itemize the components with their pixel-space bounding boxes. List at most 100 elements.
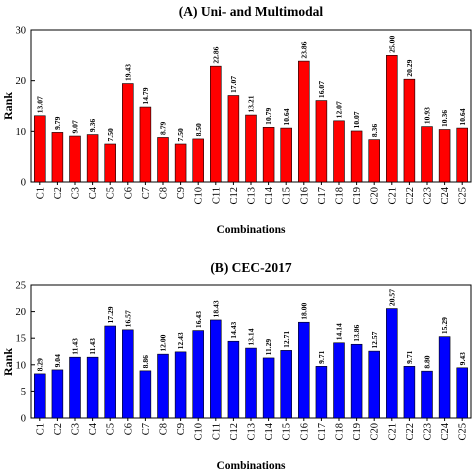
panel-b-bar (192, 330, 204, 419)
panel-a-data-label: 23.86 (299, 41, 308, 58)
panel-a-x-tick-label: C21 (387, 187, 398, 205)
panel-a-data-label: 13.21 (247, 95, 256, 112)
panel-b-bar (122, 329, 134, 419)
panel-a-x-tick-label: C12 (229, 187, 240, 205)
panel-b-bar (456, 367, 468, 419)
panel-b-x-tick-label: C19 (352, 423, 363, 441)
panel-a-x-tick-label: C3 (71, 187, 82, 199)
panel-a-bar (421, 126, 433, 183)
panel-a-y-tick-label: 10 (16, 127, 27, 138)
panel-b-x-axis-label: Combinations (216, 460, 286, 472)
panel-b-x-tick-label: C8 (159, 423, 170, 435)
panel-b-data-label: 16.57 (123, 310, 132, 327)
panel-a-data-label: 20.29 (405, 59, 414, 76)
panel-b-x-tick-label: C13 (247, 423, 258, 441)
panel-a-bar (157, 137, 169, 183)
panel-a-x-tick-label: C25 (458, 187, 469, 205)
panel-a-data-label: 7.50 (106, 128, 115, 141)
panel-b-data-label: 11.43 (71, 338, 80, 355)
panel-a-x-tick-label: C14 (264, 186, 275, 204)
panel-a-x-tick-label: C19 (352, 187, 363, 205)
panel-b-bar (104, 325, 116, 419)
panel-b-data-label: 9.71 (317, 350, 326, 363)
panel-b-data-label: 9.04 (53, 354, 62, 367)
panel-a-bar (174, 143, 187, 183)
panel-a-bar (51, 132, 64, 183)
panel-a-x-axis-label: Combinations (216, 224, 286, 236)
panel-a-bar (192, 138, 204, 183)
panel-b-bar (69, 356, 81, 419)
panel-b-x-tick-label: C2 (53, 423, 64, 435)
panel-b-data-label: 8.80 (423, 355, 432, 368)
panel-a-x-tick-label: C23 (423, 187, 434, 205)
panel-a-x-tick-label: C16 (299, 187, 310, 205)
panel-b-x-tick-label: C7 (141, 423, 152, 435)
panel-a-data-label: 12.07 (335, 101, 344, 118)
panel-b-bar (298, 321, 310, 419)
panel-b-bar (51, 369, 64, 419)
panel-a-data-label: 19.43 (123, 64, 132, 81)
panel-b-x-tick-label: C1 (35, 423, 46, 435)
panel-b-bar (333, 342, 345, 419)
panel-a-data-label: 10.36 (440, 110, 449, 127)
panel-b-bar (210, 319, 222, 419)
panel-b-bar (139, 370, 152, 419)
panel-b-title: (B) CEC-2017 (210, 260, 292, 275)
panel-a-data-label: 10.93 (423, 107, 432, 124)
panel-b-bar (315, 366, 328, 419)
panel-b-x-tick-label: C15 (282, 423, 293, 441)
panel-b-y-tick-label: 20 (16, 307, 27, 318)
panel-b-data-label: 20.57 (387, 289, 396, 306)
panel-b-bar (245, 347, 257, 419)
panel-b-x-tick-label: C20 (370, 423, 381, 441)
panel-a-bar (333, 120, 345, 183)
panel-a-x-tick-label: C22 (405, 187, 416, 205)
panel-b-plot-area: 0 5 10 15 20 25 C1 8.29 C2 9.04 C3 11.43 C4 11.43 C5 17… (16, 281, 472, 441)
panel-a-data-label: 10.64 (282, 108, 291, 125)
panel-a-x-tick-label: C6 (123, 187, 134, 199)
panel-a-bar (104, 143, 116, 183)
panel-b-x-tick-label: C23 (423, 423, 434, 441)
panel-a-data-label: 10.79 (264, 108, 273, 125)
panel-a-data-label: 10.07 (352, 111, 361, 128)
panel-b-y-axis-label: Rank (1, 348, 15, 376)
panel-b-data-label: 13.14 (247, 328, 256, 345)
panel-b-bar (262, 357, 275, 419)
panel-b-bar (34, 373, 46, 419)
panel-b-bar (350, 343, 363, 419)
panel-a-data-label: 8.36 (370, 124, 379, 137)
panel-a-bar (34, 115, 46, 183)
panel-b-data-label: 11.43 (88, 338, 97, 355)
panel-a-data-label: 13.07 (35, 96, 44, 113)
panel-b-bar (174, 351, 187, 419)
panel-a-data-label: 7.50 (176, 128, 185, 141)
panel-a-bar (368, 139, 380, 183)
panel-a-x-tick-label: C1 (35, 187, 46, 199)
panel-b-data-label: 12.57 (370, 331, 379, 348)
panel-a-bar (386, 55, 398, 183)
panel-a-y-axis-label: Rank (1, 92, 15, 120)
panel-a-x-tick-label: C18 (335, 187, 346, 205)
panel-a-y-tick-label: 30 (16, 26, 27, 37)
panel-b-bar (421, 370, 433, 419)
panel-b-x-tick-label: C12 (229, 423, 240, 441)
panel-a-bar (210, 65, 222, 183)
panel-b-data-label: 13.86 (352, 324, 361, 341)
panel-b-data-label: 18.00 (299, 302, 308, 319)
panel-b-x-tick-label: C5 (106, 423, 117, 435)
panel-a-data-label: 17.07 (229, 76, 238, 93)
panel-b-bar (368, 350, 380, 419)
panel-b-bar (280, 350, 292, 419)
panel-b-data-label: 9.71 (405, 350, 414, 363)
panel-b-x-tick-label: C21 (387, 423, 398, 441)
panel-b-x-tick-label: C10 (194, 423, 205, 441)
panel-a-bar (403, 78, 416, 183)
panel-a-bar (86, 134, 99, 183)
panel-b-y-tick-label: 5 (21, 387, 26, 398)
panel-b-y-tick-label: 25 (16, 281, 27, 292)
panel-a-x-tick-label: C15 (282, 187, 293, 205)
panel-a-data-label: 8.79 (159, 121, 168, 134)
panel-b-data-label: 8.86 (141, 355, 150, 368)
panel-b-data-label: 16.43 (194, 311, 203, 328)
